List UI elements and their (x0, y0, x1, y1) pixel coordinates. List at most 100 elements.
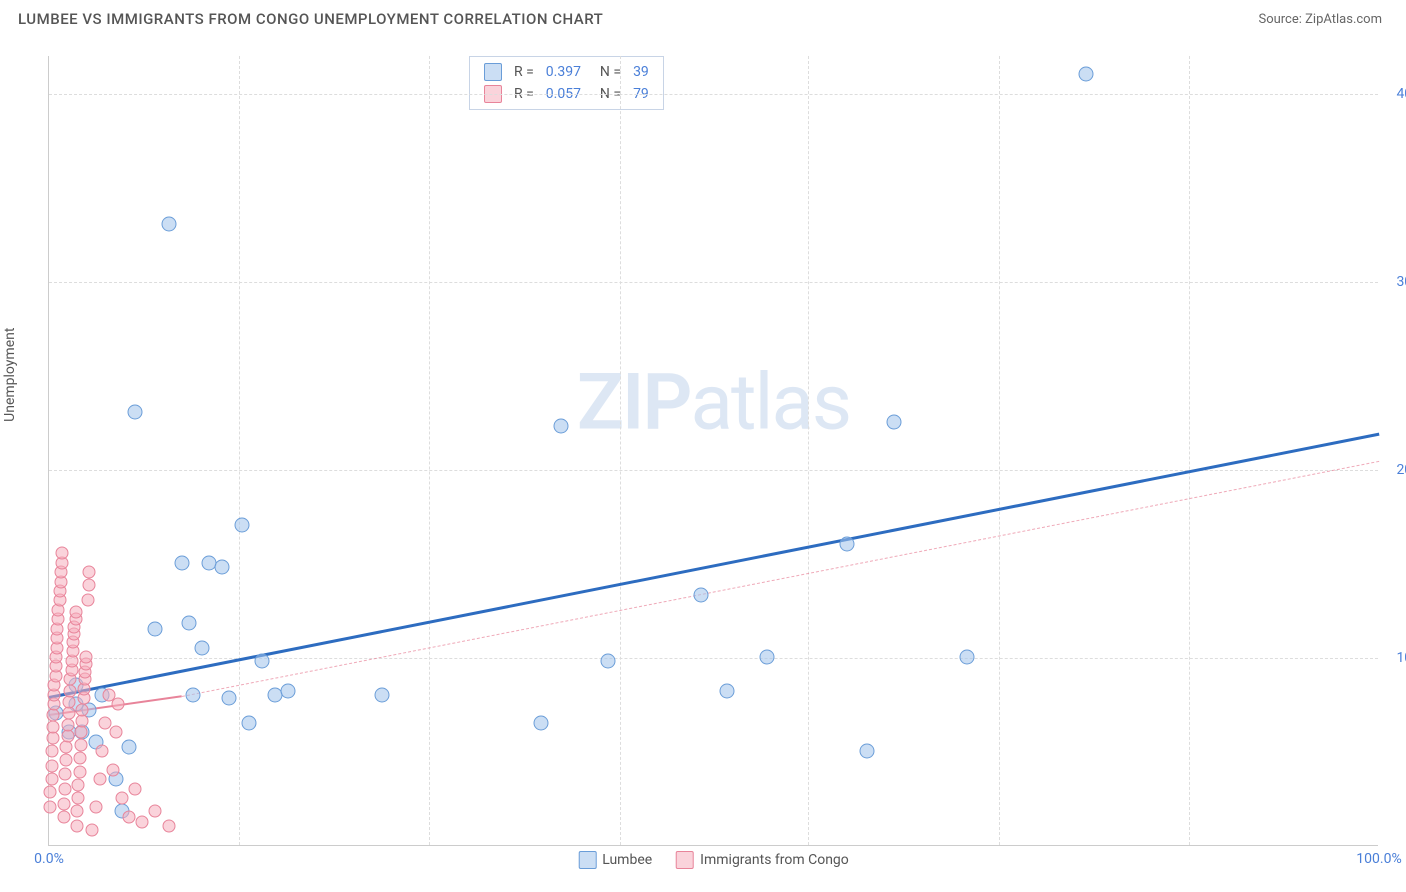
n-value-lumbee: 39 (633, 64, 649, 80)
data-point (93, 773, 106, 786)
data-point (161, 217, 176, 232)
legend-item-lumbee: Lumbee (578, 851, 652, 869)
data-point (70, 820, 83, 833)
data-point (149, 805, 162, 818)
data-point (121, 740, 136, 755)
data-point (44, 801, 57, 814)
y-tick-label: 40.0% (1396, 86, 1406, 102)
swatch-blue-icon (484, 63, 502, 81)
data-point (60, 754, 73, 767)
data-point (46, 720, 59, 733)
data-point (886, 414, 901, 429)
data-point (69, 605, 82, 618)
gridline-h (49, 94, 1378, 95)
gridline-v (620, 56, 621, 845)
data-point (254, 653, 269, 668)
y-axis-label: Unemployment (2, 328, 18, 422)
data-point (109, 726, 122, 739)
data-point (56, 547, 69, 560)
legend-item-congo: Immigrants from Congo (676, 851, 849, 869)
data-point (959, 649, 974, 664)
y-tick-label: 20.0% (1396, 462, 1406, 478)
data-point (62, 696, 75, 709)
gridline-v (808, 56, 809, 845)
data-point (374, 687, 389, 702)
data-point (112, 697, 125, 710)
plot-area: ZIPatlas R = 0.397 N = 39 R = 0.057 N = … (48, 56, 1378, 846)
legend-label: Immigrants from Congo (700, 852, 849, 868)
chart-header: LUMBEE VS IMMIGRANTS FROM CONGO UNEMPLOY… (0, 0, 1406, 36)
data-point (45, 744, 58, 757)
gridline-h (49, 282, 1378, 283)
n-label: N = (593, 64, 621, 80)
series-legend: Lumbee Immigrants from Congo (578, 851, 849, 869)
data-point (58, 782, 71, 795)
source-attribution: Source: ZipAtlas.com (1258, 12, 1382, 27)
watermark-rest: atlas (691, 358, 851, 449)
data-point (60, 741, 73, 754)
data-point (64, 684, 77, 697)
legend-row-lumbee: R = 0.397 N = 39 (484, 61, 649, 83)
regression-line (182, 460, 1379, 696)
data-point (80, 650, 93, 663)
data-point (760, 649, 775, 664)
data-point (45, 773, 58, 786)
data-point (128, 405, 143, 420)
y-tick-label: 10.0% (1396, 650, 1406, 666)
data-point (76, 714, 89, 727)
data-point (45, 760, 58, 773)
data-point (73, 752, 86, 765)
gridline-v (429, 56, 430, 845)
data-point (1079, 66, 1094, 81)
gridline-v (239, 56, 240, 845)
data-point (46, 731, 59, 744)
data-point (175, 555, 190, 570)
data-point (62, 707, 75, 720)
r-label: R = (514, 64, 534, 80)
data-point (181, 616, 196, 631)
data-point (106, 763, 119, 776)
correlation-legend: R = 0.397 N = 39 R = 0.057 N = 79 (469, 56, 664, 110)
data-point (600, 653, 615, 668)
gridline-v (999, 56, 1000, 845)
data-point (89, 801, 102, 814)
chart-title: LUMBEE VS IMMIGRANTS FROM CONGO UNEMPLOY… (18, 10, 603, 28)
data-point (96, 744, 109, 757)
y-tick-label: 30.0% (1396, 274, 1406, 290)
x-tick-label: 0.0% (34, 851, 64, 867)
swatch-blue-icon (578, 851, 596, 869)
data-point (61, 729, 74, 742)
data-point (129, 782, 142, 795)
data-point (116, 791, 129, 804)
data-point (76, 703, 89, 716)
data-point (281, 683, 296, 698)
swatch-pink-icon (676, 851, 694, 869)
data-point (534, 715, 549, 730)
gridline-v (1189, 56, 1190, 845)
chart-container: Unemployment ZIPatlas R = 0.397 N = 39 R… (0, 36, 1406, 886)
data-point (72, 791, 85, 804)
data-point (82, 566, 95, 579)
data-point (70, 805, 83, 818)
data-point (148, 621, 163, 636)
data-point (46, 709, 59, 722)
data-point (74, 726, 87, 739)
data-point (85, 823, 98, 836)
data-point (693, 587, 708, 602)
data-point (57, 797, 70, 810)
data-point (73, 765, 86, 778)
data-point (554, 418, 569, 433)
data-point (58, 767, 71, 780)
data-point (74, 739, 87, 752)
data-point (81, 594, 94, 607)
data-point (162, 820, 175, 833)
legend-label: Lumbee (602, 852, 652, 868)
data-point (840, 537, 855, 552)
gridline-h (49, 470, 1378, 471)
data-point (185, 687, 200, 702)
data-point (136, 816, 149, 829)
data-point (82, 579, 95, 592)
data-point (859, 743, 874, 758)
data-point (57, 810, 70, 823)
data-point (61, 718, 74, 731)
